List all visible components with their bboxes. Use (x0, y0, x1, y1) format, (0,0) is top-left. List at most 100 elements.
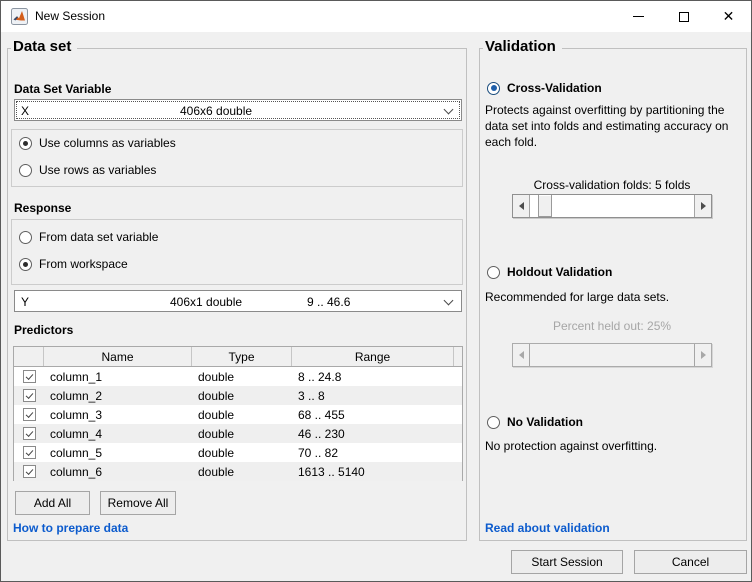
predictor-checkbox[interactable] (22, 408, 36, 421)
cross-validation-folds-label: Cross-validation folds: 5 folds (533, 178, 691, 192)
holdout-description: Recommended for large data sets. (485, 290, 670, 304)
add-all-button[interactable]: Add All (15, 491, 90, 515)
radio-selected-icon (487, 81, 500, 95)
predictor-checkbox[interactable] (22, 427, 36, 440)
slider-right-arrow[interactable] (694, 195, 711, 217)
radio-label: Use rows as variables (39, 163, 157, 177)
window-title: New Session (35, 9, 106, 23)
close-button[interactable]: ✕ (706, 1, 751, 32)
triangle-right-icon (700, 351, 706, 359)
radio-from-workspace[interactable]: From workspace (19, 257, 128, 271)
radio-unselected-icon (487, 265, 500, 279)
orientation-box (11, 129, 463, 187)
predictor-checkbox[interactable] (22, 446, 36, 459)
table-row: column_2 double 3 .. 8 (14, 386, 462, 405)
radio-selected-icon (19, 257, 32, 271)
cross-validation-description: Protects against overfitting by partitio… (485, 103, 729, 149)
check-icon (25, 372, 34, 380)
predictor-checkbox[interactable] (22, 370, 36, 383)
chevron-down-icon (443, 104, 454, 115)
response-box (11, 219, 463, 285)
table-header-row: Name Type Range (14, 347, 462, 367)
close-icon: ✕ (722, 8, 735, 25)
cell-range: 46 .. 230 (298, 426, 345, 441)
predictor-checkbox[interactable] (22, 389, 36, 402)
how-to-prepare-data-link[interactable]: How to prepare data (13, 521, 129, 535)
check-icon (25, 429, 34, 437)
table-row: column_4 double 46 .. 230 (14, 424, 462, 443)
radio-use-columns[interactable]: Use columns as variables (19, 136, 176, 150)
maximize-button[interactable] (661, 1, 706, 32)
slider-thumb[interactable] (538, 195, 552, 217)
maximize-icon (678, 11, 689, 22)
start-session-label: Start Session (531, 555, 603, 569)
header-name[interactable]: Name (44, 347, 192, 366)
check-icon (25, 410, 34, 418)
slider-left-arrow (513, 344, 530, 366)
radio-no-validation[interactable]: No Validation (487, 415, 583, 429)
radio-label: Holdout Validation (507, 265, 613, 279)
header-range[interactable]: Range (292, 347, 454, 366)
radio-use-rows[interactable]: Use rows as variables (19, 163, 156, 177)
predictors-label: Predictors (14, 323, 74, 337)
radio-unselected-icon (19, 163, 32, 177)
cancel-label: Cancel (671, 555, 710, 569)
dropdown-response-range: 9 .. 46.6 (307, 295, 351, 309)
remove-all-button[interactable]: Remove All (100, 491, 176, 515)
predictors-table: Name Type Range column_1 double 8 .. 24.… (13, 346, 463, 481)
radio-label: No Validation (507, 415, 584, 429)
predictor-checkbox[interactable] (22, 465, 36, 478)
cell-range: 70 .. 82 (298, 445, 339, 460)
validation-groupbox (479, 48, 747, 541)
dataset-variable-dropdown[interactable]: X 406x6 double (14, 99, 462, 121)
radio-label: Use columns as variables (39, 136, 176, 150)
table-row: column_6 double 1613 .. 5140 (14, 462, 462, 481)
radio-selected-icon (19, 136, 32, 150)
add-all-label: Add All (33, 496, 72, 510)
dropdown-response-name: Y (21, 295, 30, 309)
remove-all-label: Remove All (107, 496, 169, 510)
no-validation-description: No protection against overfitting. (485, 439, 658, 453)
radio-cross-validation[interactable]: Cross-Validation (487, 81, 602, 95)
dataset-group-title: Data set (11, 38, 78, 55)
cell-range: 3 .. 8 (298, 388, 325, 403)
cell-type: double (198, 426, 235, 441)
check-icon (25, 391, 34, 399)
table-row: column_1 double 8 .. 24.8 (14, 367, 462, 386)
start-session-button[interactable]: Start Session (511, 550, 623, 574)
chevron-down-icon (443, 295, 454, 306)
radio-from-dataset-variable[interactable]: From data set variable (19, 230, 158, 244)
radio-label: Cross-Validation (507, 81, 602, 95)
matlab-icon (11, 8, 28, 25)
slider-left-arrow[interactable] (513, 195, 530, 217)
minimize-button[interactable] (616, 1, 661, 32)
dataset-variable-label: Data Set Variable (14, 82, 112, 96)
radio-holdout-validation[interactable]: Holdout Validation (487, 265, 612, 279)
cell-name: column_3 (50, 407, 103, 422)
response-variable-dropdown[interactable]: Y 406x1 double 9 .. 46.6 (14, 290, 462, 312)
cell-type: double (198, 464, 235, 479)
percent-held-out-label: Percent held out: 25% (552, 319, 672, 333)
cancel-button[interactable]: Cancel (634, 550, 747, 574)
dropdown-variable-size: 406x6 double (180, 104, 253, 118)
header-checkbox-col (14, 347, 44, 366)
cross-validation-folds-slider[interactable] (512, 194, 712, 218)
radio-unselected-icon (19, 230, 32, 244)
triangle-right-icon (700, 202, 706, 210)
table-row: column_5 double 70 .. 82 (14, 443, 462, 462)
cell-name: column_2 (50, 388, 103, 403)
radio-unselected-icon (487, 415, 500, 429)
read-about-validation-link[interactable]: Read about validation (485, 521, 610, 535)
triangle-left-icon (518, 202, 524, 210)
cell-name: column_1 (50, 369, 103, 384)
radio-label: From data set variable (39, 230, 159, 244)
validation-group-title: Validation (483, 38, 562, 55)
slider-right-arrow (694, 344, 711, 366)
cell-type: double (198, 388, 235, 403)
cell-range: 8 .. 24.8 (298, 369, 342, 384)
cell-type: double (198, 407, 235, 422)
cell-type: double (198, 445, 235, 460)
header-type[interactable]: Type (192, 347, 292, 366)
dropdown-variable-name: X (21, 104, 30, 118)
